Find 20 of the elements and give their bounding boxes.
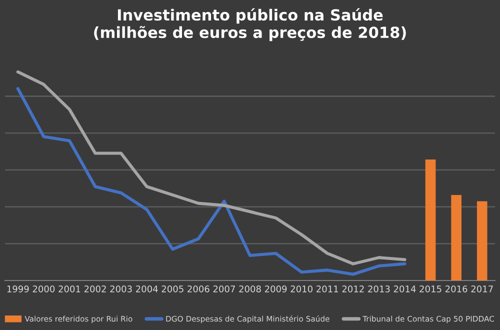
x-tick-label: 2010 (290, 286, 312, 292)
x-tick-label: 2014 (394, 286, 416, 292)
x-tick-label: 2001 (58, 286, 80, 292)
x-tick-label: 2016 (445, 286, 468, 292)
x-tick-label: 2011 (316, 286, 338, 292)
x-tick-label: 2002 (84, 286, 106, 292)
x-tick-label: 2004 (136, 286, 158, 292)
x-tick-label: 2005 (162, 286, 184, 292)
x-tick-label: 1999 (7, 286, 29, 292)
x-tick-label: 2015 (420, 286, 442, 292)
x-tick-label: 2009 (264, 286, 287, 292)
x-tick-label: 2000 (32, 286, 55, 292)
x-tick-label: 2013 (368, 286, 390, 292)
x-tick-label: 2003 (110, 286, 132, 292)
x-tick-label: 2007 (213, 286, 235, 292)
x-tick-label: 2008 (239, 286, 261, 292)
x-tick-label: 2012 (342, 286, 364, 292)
x-tick-label: 2017 (471, 286, 493, 292)
x-tick-label: 2006 (188, 286, 210, 292)
chart-title: Investimento público na Saúde (milhões de euros a preços de 2018) (94, 8, 406, 42)
